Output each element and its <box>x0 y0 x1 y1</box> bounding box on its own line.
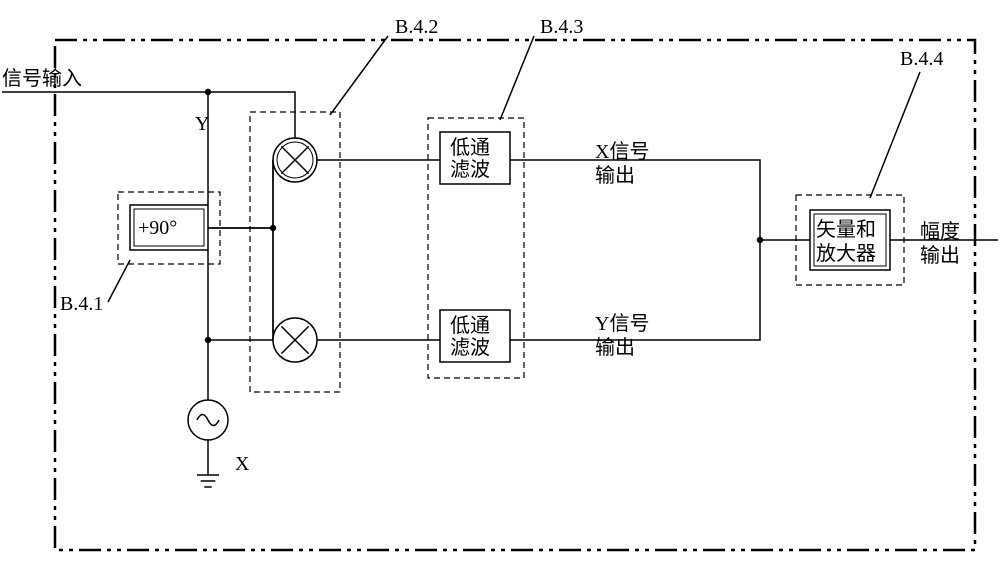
label-b42: B.4.2 <box>395 16 438 38</box>
label-X: X <box>235 453 250 475</box>
label-amp_out2: 输出 <box>920 244 960 267</box>
label-Y: Y <box>195 113 209 135</box>
svg-text:低通: 低通 <box>450 314 490 337</box>
label-signal_in: 信号输入 <box>2 67 82 90</box>
svg-text:矢量和: 矢量和 <box>816 218 876 241</box>
label-amp_out1: 幅度 <box>920 220 960 243</box>
label-y_out1: Y信号 <box>595 312 649 335</box>
svg-text:低通: 低通 <box>450 136 490 159</box>
label-b43: B.4.3 <box>540 16 583 38</box>
svg-text:滤波: 滤波 <box>450 336 490 359</box>
label-x_out1: X信号 <box>595 140 649 163</box>
label-x_out2: 输出 <box>595 164 635 187</box>
phase-shift-label: +90° <box>138 217 177 239</box>
svg-text:放大器: 放大器 <box>816 242 876 265</box>
label-b41: B.4.1 <box>60 293 103 315</box>
block-diagram: +90°低通滤波低通滤波矢量和放大器信号输入B.4.2B.4.3B.4.4B.4… <box>0 0 1000 571</box>
label-y_out2: 输出 <box>595 336 635 359</box>
label-b44: B.4.4 <box>900 48 943 70</box>
svg-text:滤波: 滤波 <box>450 158 490 181</box>
